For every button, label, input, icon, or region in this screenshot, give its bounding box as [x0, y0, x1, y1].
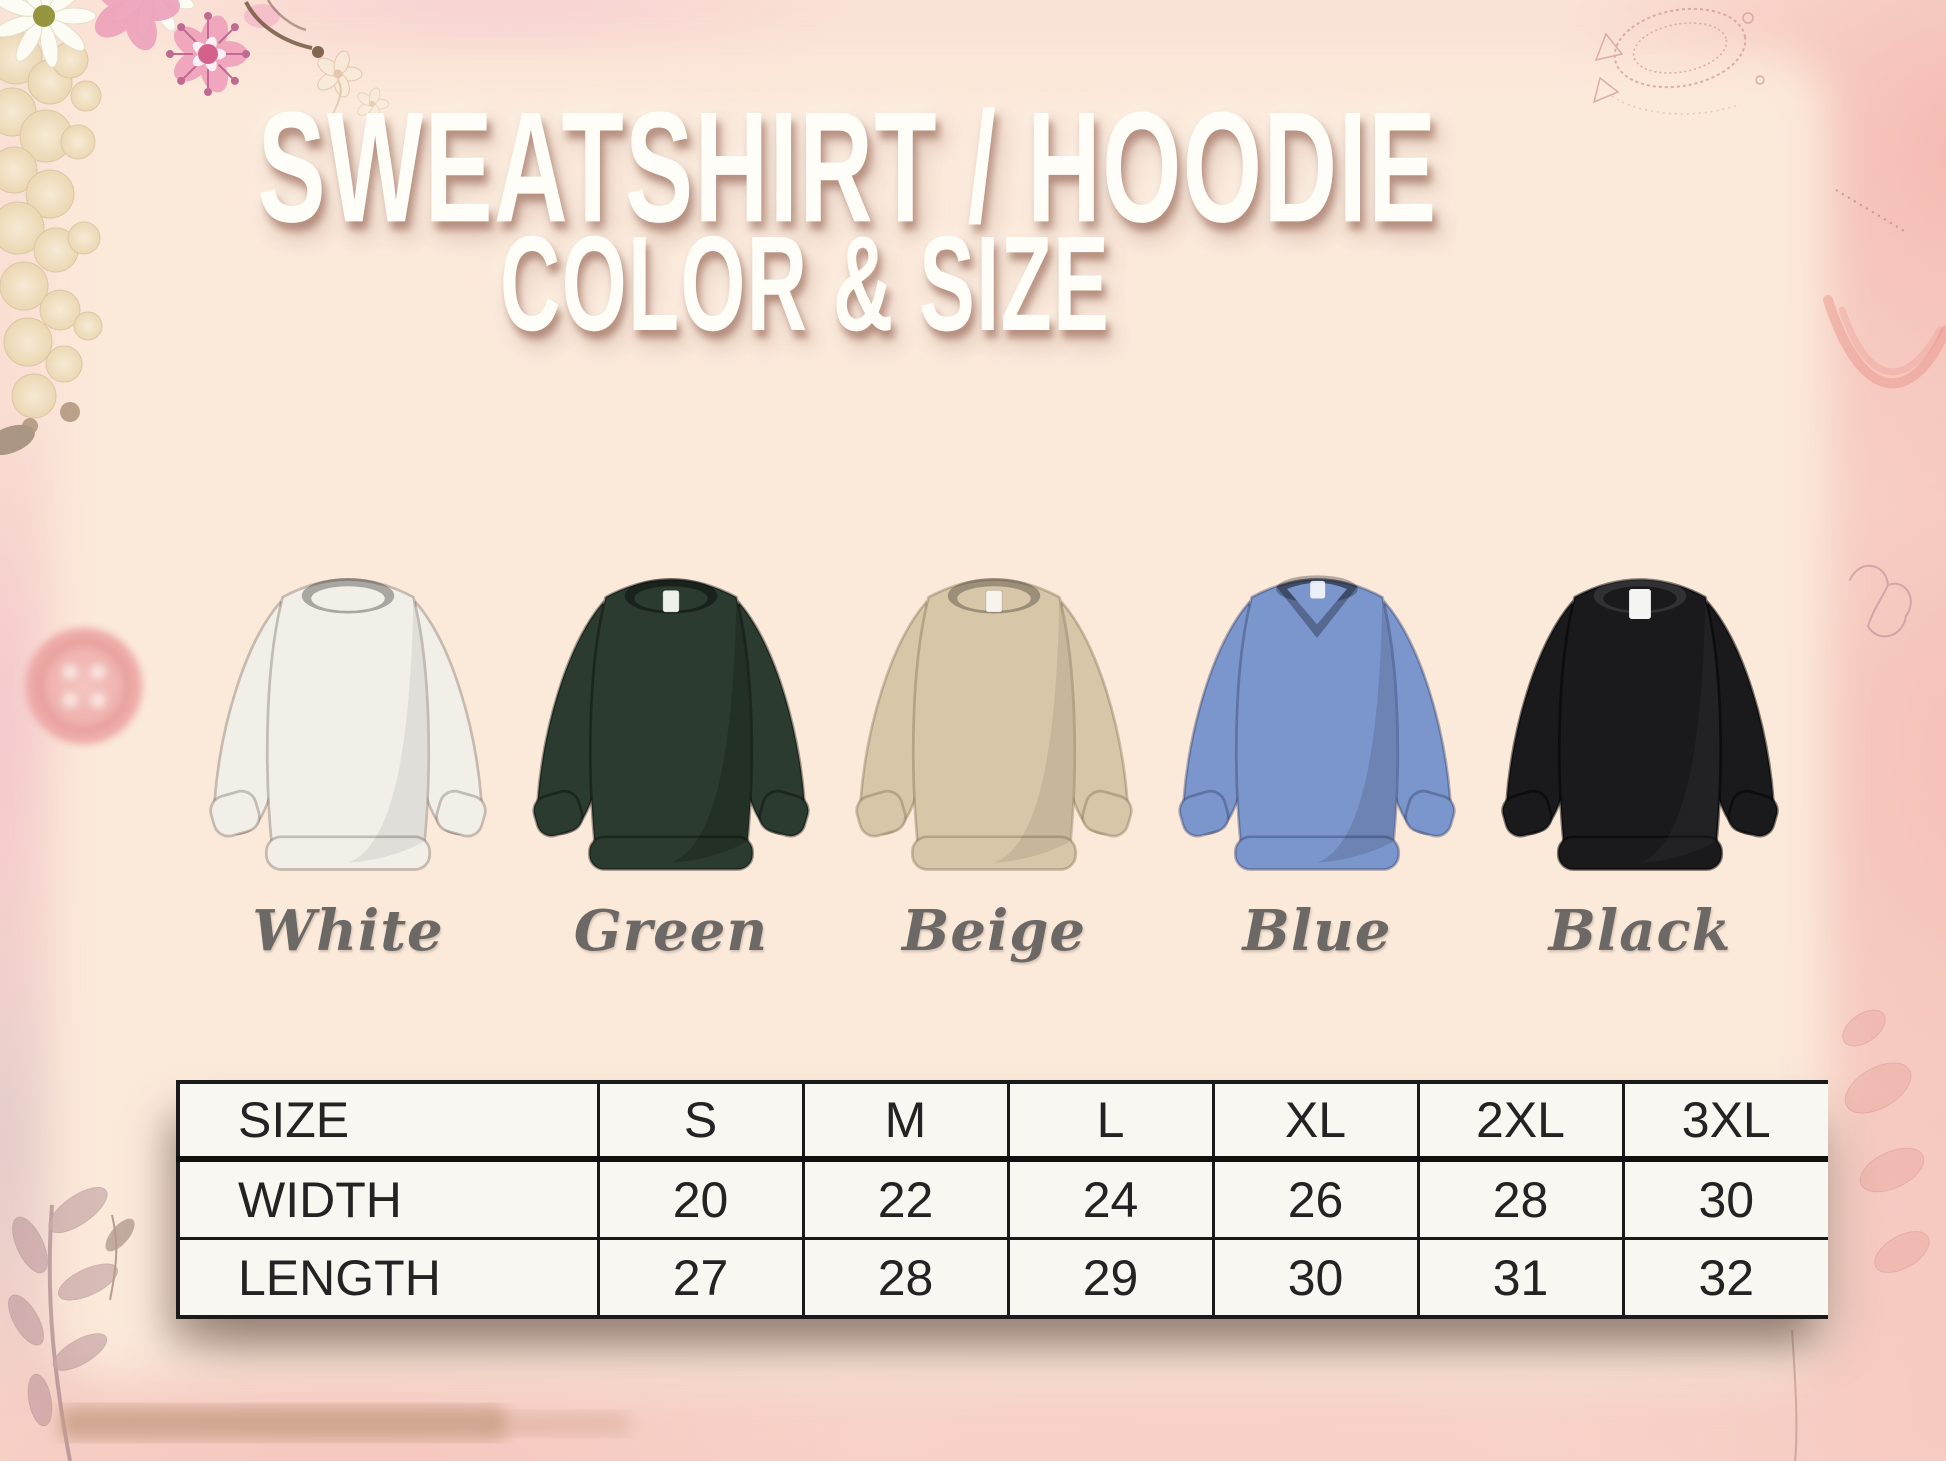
size-value: 22: [801, 1159, 1008, 1240]
sweatshirt-image-black: [1490, 540, 1790, 894]
size-value: 30: [1211, 1238, 1418, 1317]
row-header-length: LENGTH: [238, 1249, 441, 1306]
column-header-3xl: 3XL: [1621, 1082, 1828, 1162]
product-white: White: [198, 540, 498, 964]
sweatshirt-image-white: [198, 540, 498, 894]
sweatshirt-image-blue: [1167, 540, 1467, 894]
size-value: 26: [1211, 1159, 1418, 1240]
column-header-l: L: [1006, 1082, 1213, 1162]
product-label-white: White: [252, 898, 444, 964]
title-line-2: COLOR & SIZE: [499, 208, 1111, 359]
sweatshirt-graphic: [1174, 575, 1460, 871]
sweatshirt-image-beige: [844, 540, 1144, 894]
column-header-size: SIZE: [178, 1082, 598, 1162]
row-header-width: WIDTH: [178, 1159, 598, 1240]
table-row-width: WIDTH 20 22 24 26 28 30: [178, 1159, 1828, 1240]
sweatshirt-graphic: [205, 578, 491, 871]
column-header-xl: XL: [1211, 1082, 1418, 1162]
sweatshirt-image-green: [521, 540, 821, 894]
product-label-blue: Blue: [1242, 898, 1392, 964]
size-table-header-row: SIZE S M L XL 2XL 3XL: [178, 1082, 1828, 1162]
title-line-1: SWEATSHIRT / HOODIE: [257, 78, 1438, 255]
size-value: 30: [1621, 1159, 1828, 1240]
size-value: 28: [1416, 1159, 1623, 1240]
size-value: 20: [596, 1159, 803, 1240]
table-row-length: LENGTH 27 28 29 30 31 32: [178, 1238, 1828, 1317]
size-value: 28: [801, 1238, 1008, 1317]
size-table: SIZE S M L XL 2XL 3XL WIDTH 20 22 24 26 …: [176, 1080, 1828, 1319]
product-blue: Blue: [1167, 540, 1467, 964]
product-label-beige: Beige: [901, 898, 1087, 964]
sweatshirt-graphic: [528, 578, 814, 871]
product-green: Green: [521, 540, 821, 964]
sweatshirt-graphic: [851, 578, 1137, 871]
size-value: 32: [1621, 1238, 1828, 1317]
size-value: 27: [596, 1238, 803, 1317]
size-value: 29: [1006, 1238, 1213, 1317]
column-header-s: S: [596, 1082, 803, 1162]
product-beige: Beige: [844, 540, 1144, 964]
size-value: 24: [1006, 1159, 1213, 1240]
column-header-2xl: 2XL: [1416, 1082, 1623, 1162]
size-value: 31: [1416, 1238, 1623, 1317]
product-label-black: Black: [1548, 898, 1732, 964]
color-options-row: White Green: [198, 540, 1790, 964]
sweatshirt-graphic: [1497, 578, 1783, 871]
page-title: SWEATSHIRT / HOODIE COLOR & SIZE: [0, 88, 1610, 351]
column-header-m: M: [801, 1082, 1008, 1162]
product-label-green: Green: [573, 898, 769, 964]
product-black: Black: [1490, 540, 1790, 964]
